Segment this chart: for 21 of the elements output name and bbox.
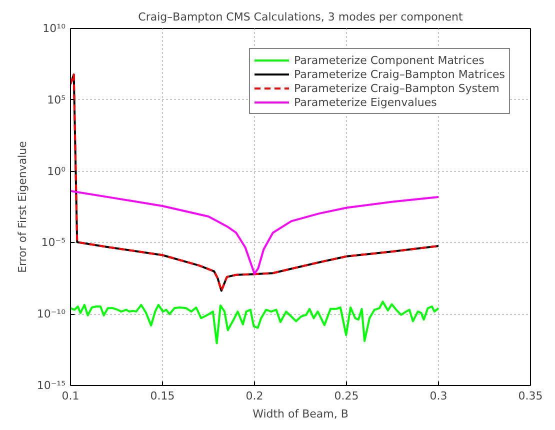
x-tick-label: 0.1 <box>62 390 80 402</box>
y-axis-title: Error of First Eigenvalue <box>16 140 29 273</box>
legend-label: Parameterize Craig–Bampton Matrices <box>294 67 505 81</box>
chart-title: Craig–Bampton CMS Calculations, 3 modes per component <box>138 10 464 24</box>
y-tick-label: 10⁻¹⁰ <box>36 308 66 321</box>
y-tick-label: 10⁻⁵ <box>41 236 66 250</box>
x-tick-label: 0.15 <box>150 390 175 402</box>
x-axis-title: Width of Beam, B <box>252 408 348 420</box>
line-series <box>70 190 440 275</box>
legend-label: Parameterize Eigenvalues <box>294 95 437 109</box>
legend-label: Parameterize Component Matrices <box>294 53 484 67</box>
y-tick-label: 10¹⁰ <box>42 22 66 35</box>
line-series <box>70 300 440 344</box>
y-tick-label: 10⁵ <box>47 93 66 106</box>
x-tick-label: 0.2 <box>246 390 264 402</box>
y-tick-label: 10⁻¹⁵ <box>36 379 66 392</box>
x-tick-label: 0.3 <box>430 390 448 402</box>
x-tick-label: 0.25 <box>334 390 359 402</box>
x-tick-label: 0.35 <box>518 390 543 402</box>
legend-label: Parameterize Craig–Bampton System <box>294 81 500 95</box>
y-tick-label: 10⁰ <box>47 164 66 178</box>
